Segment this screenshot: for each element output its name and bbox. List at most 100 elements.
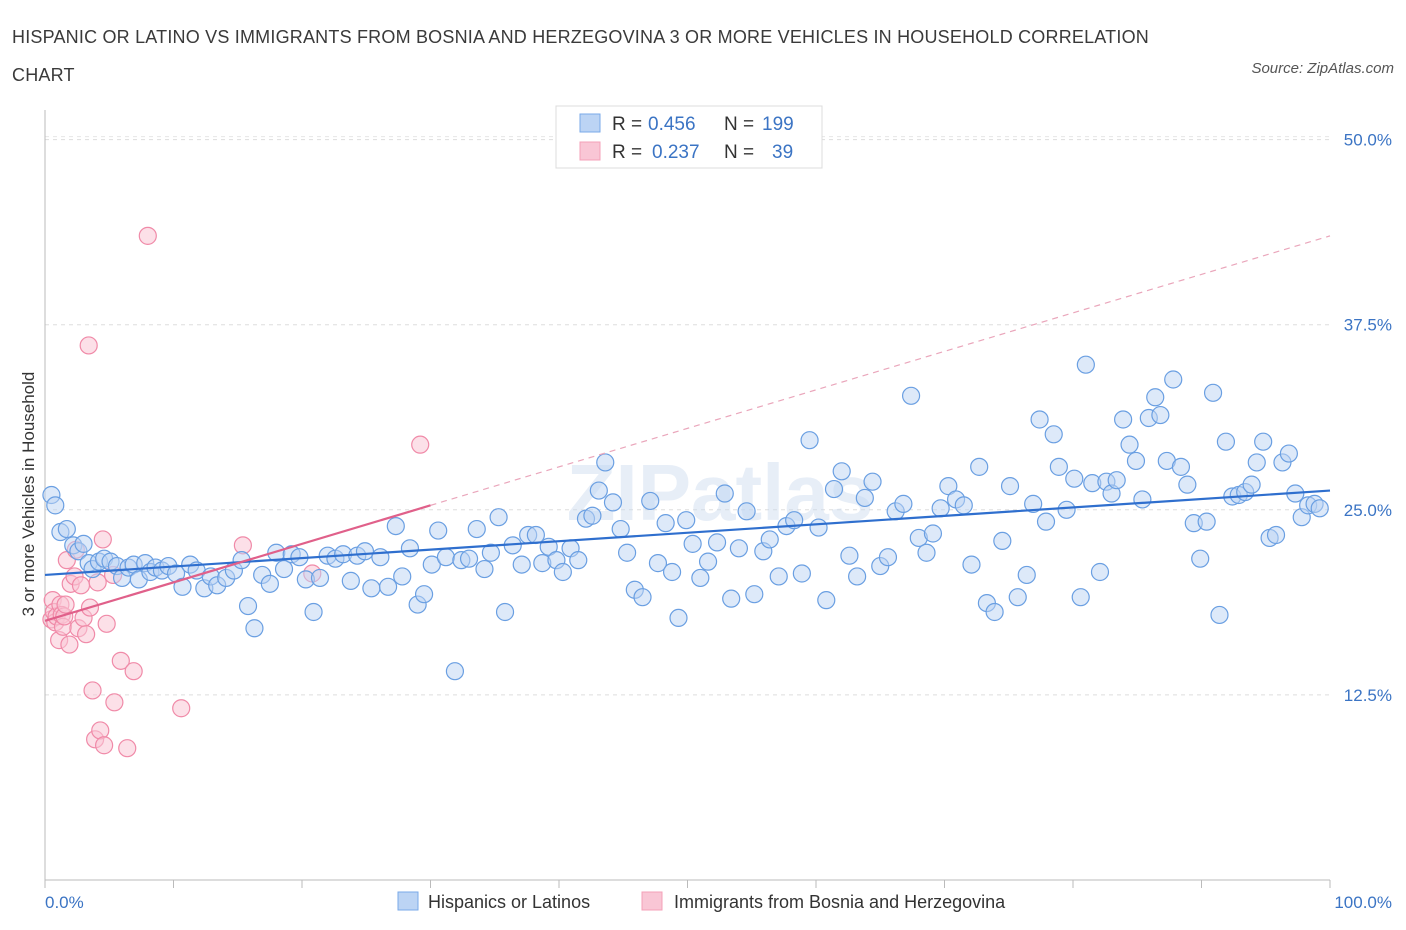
pink-point [93,530,112,549]
blue-point [894,494,913,513]
pink-point [83,681,102,700]
y-tick-label: 37.5% [1344,316,1392,335]
blue-point [1266,525,1286,545]
chart-title: HISPANIC OR LATINO VS IMMIGRANTS FROM BO… [12,27,1149,85]
pink-point [95,736,114,755]
blue-point [656,514,675,533]
blue-point [596,453,615,472]
blue-point [459,549,479,568]
blue-point [863,472,882,491]
blue-point [691,568,710,588]
blue-point [618,543,637,562]
blue-point [1090,562,1110,582]
y-axis-label: 3 or more Vehicles in Household [19,372,38,617]
blue-point [1044,425,1063,444]
blue-point [46,496,65,515]
blue-point [362,579,381,598]
blue-point [400,539,420,558]
blue-point [414,585,434,604]
blue-point [260,574,279,593]
blue-point [1178,475,1197,494]
blue-point [583,506,602,525]
tick-labels: 12.5% 25.0% 37.5% 50.0% 0.0% 100.0% [45,131,1392,912]
blue-point [1036,512,1056,531]
blue-point [931,499,950,518]
pink-point [105,693,124,712]
blue-point [611,519,630,539]
blue-point [341,571,360,590]
legend-swatch-pink [579,141,601,161]
blue-point [1146,388,1165,407]
pink-point [411,435,430,454]
blue-point [707,533,727,552]
pink-point [172,699,191,718]
blue-point [1254,432,1273,451]
blue-trend-line [44,489,1331,577]
blue-point [917,543,936,562]
blue-point [648,554,668,573]
bottom-legend-label-1: Hispanics or Latinos [428,892,590,912]
blue-point [1210,605,1229,625]
blue-point [74,534,93,553]
series-legend: Hispanics or Latinos Immigrants from Bos… [397,891,1006,912]
blue-point [310,568,330,588]
blue-point [641,491,660,511]
pink-point [91,721,110,740]
trend-lines [44,235,1331,622]
blue-point [1071,588,1090,607]
blue-point [662,562,682,582]
blue-point [1076,355,1095,374]
blue-point [1024,494,1043,513]
legend-r-value-2: 0.237 [652,142,700,163]
pink-point [71,576,91,595]
blue-point [589,481,608,500]
blue-point [954,496,973,515]
y-tick-label: 50.0% [1344,131,1392,150]
blue-point [760,530,779,549]
blue-point [553,562,572,582]
blue-point [737,502,756,521]
pink-point [118,739,137,758]
blue-point [1030,410,1049,429]
pink-points [42,226,430,758]
pink-point [111,651,130,670]
pink-point [124,662,143,681]
blue-point [824,479,844,499]
grid-lines [45,136,1330,696]
blue-point [832,462,851,481]
blue-point [1120,435,1139,454]
stats-legend: R = 0.456 N = 199 R = 0.237 N = 39 [555,105,823,169]
y-tick-label: 12.5% [1344,686,1392,705]
blue-point [355,542,375,561]
blue-point [878,548,898,567]
source-label: Source: ZipAtlas.com [1251,60,1394,77]
blue-point [378,577,398,596]
blue-point [57,519,76,539]
legend-r-label-2: R = [612,142,642,163]
legend-n-label-2: N = [724,142,754,163]
blue-point [1216,432,1236,451]
pink-point [60,635,79,654]
blue-point [495,602,515,622]
pink-trend-extension [430,235,1331,506]
blue-point [855,488,874,508]
blue-point [238,596,258,616]
blue-point [512,555,531,574]
blue-point [817,591,836,610]
blue-point [769,567,788,586]
bottom-legend-swatch-blue [397,891,419,911]
blue-point [371,548,390,567]
y-tick-label: 25.0% [1344,501,1392,520]
blue-point [386,516,405,536]
blue-point [923,524,943,543]
blue-point [848,567,867,586]
blue-point [1114,410,1133,429]
blue-point [633,588,652,607]
blue-point [698,552,718,571]
blue-point [962,555,981,574]
blue-point [245,619,264,638]
x-tick-label-max: 100.0% [1334,893,1392,912]
blue-point [669,608,688,628]
blue-point [1057,500,1076,519]
blue-point [1247,453,1266,472]
